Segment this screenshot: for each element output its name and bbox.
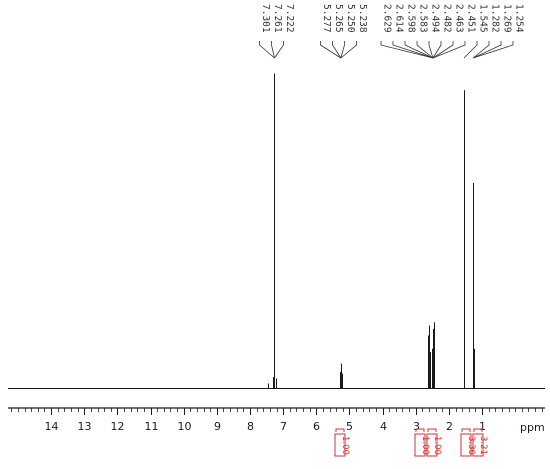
integral-bracket bbox=[473, 428, 483, 432]
spectrum-trace bbox=[8, 73, 545, 389]
integral-bracket bbox=[461, 428, 471, 432]
peak-label-connector bbox=[340, 41, 357, 59]
peak-label-connector bbox=[404, 41, 434, 59]
x-axis-unit-label: ppm bbox=[520, 421, 545, 434]
peak-label-connector bbox=[380, 41, 434, 59]
peak-label: 2.482 bbox=[442, 4, 453, 33]
peak-label: 1.269 bbox=[502, 4, 513, 33]
peak-label-connector bbox=[463, 41, 478, 59]
integral-markers: 1.00 1.00 1.00 3.36 3.21 bbox=[334, 428, 488, 457]
peak-label-connector bbox=[274, 41, 284, 59]
peak-label: 5.265 bbox=[333, 4, 344, 33]
x-axis-tick-label: 1 bbox=[479, 420, 486, 433]
peak-label: 5.277 bbox=[321, 4, 332, 33]
integral-value: 1.00 bbox=[420, 436, 430, 455]
x-axis-tick-label: 7 bbox=[280, 420, 287, 433]
x-axis-tick-label: 14 bbox=[45, 420, 59, 433]
x-axis-tick-label: 6 bbox=[313, 420, 320, 433]
peak-label-connector bbox=[320, 41, 342, 59]
peak-label: 2.598 bbox=[406, 4, 417, 33]
peak-label-connector bbox=[432, 41, 466, 59]
peak-label-connector bbox=[428, 41, 434, 59]
integral-bracket bbox=[335, 428, 345, 432]
peak-label-connector bbox=[472, 41, 490, 59]
integral-value-box bbox=[414, 433, 426, 457]
peak-label: 2.451 bbox=[466, 4, 477, 33]
peak-label-connector bbox=[332, 41, 342, 59]
peak-label-connector bbox=[259, 41, 275, 59]
x-axis-tick-label: 10 bbox=[178, 420, 192, 433]
x-axis-tick-label: 11 bbox=[145, 420, 159, 433]
x-axis-tick-label: 12 bbox=[111, 420, 125, 433]
integral-value-box bbox=[334, 433, 346, 457]
peak-label: 7.222 bbox=[284, 4, 295, 33]
peak-label-connector bbox=[392, 41, 434, 59]
peak-label: 2.583 bbox=[418, 4, 429, 33]
integral-value-box bbox=[426, 433, 438, 457]
peak-label-connector bbox=[271, 41, 275, 59]
peak-label-connector bbox=[432, 41, 442, 59]
peak-labels: 7.301 7.261 7.222 5.277 5.265 5.250 5.238 2.629… bbox=[260, 4, 525, 33]
ppm-axis: 14 13 12 11 10 9 8 7 6 5 4 3 2 1 bbox=[8, 407, 545, 433]
peak-label: 2.494 bbox=[430, 4, 441, 33]
integral-bracket bbox=[415, 428, 425, 432]
peak-label-connector bbox=[340, 41, 345, 59]
integral-value-box bbox=[460, 433, 472, 457]
peak-label: 2.463 bbox=[454, 4, 465, 33]
peak-label: 5.250 bbox=[345, 4, 356, 33]
peak-label-connector bbox=[472, 41, 502, 59]
peak-label-connector bbox=[432, 41, 454, 59]
integral-value: 1.00 bbox=[340, 436, 350, 455]
integral-value-box bbox=[472, 433, 484, 457]
peak-label: 1.254 bbox=[514, 4, 525, 33]
peak-label-connector bbox=[472, 41, 514, 59]
x-axis-tick-label: 3 bbox=[413, 420, 420, 433]
integral-value: 3.36 bbox=[466, 436, 476, 455]
peak-label: 1.282 bbox=[490, 4, 501, 33]
x-axis-tick-label: 4 bbox=[380, 420, 387, 433]
peak-label: 1.545 bbox=[478, 4, 489, 33]
x-axis-tick-label: 5 bbox=[346, 420, 353, 433]
x-axis-tick-label: 8 bbox=[247, 420, 254, 433]
x-axis-tick-label: 9 bbox=[214, 420, 221, 433]
peak-label-connector bbox=[416, 41, 434, 59]
integral-value: 3.21 bbox=[478, 436, 488, 455]
peak-label: 7.261 bbox=[272, 4, 283, 33]
integral-bracket bbox=[427, 428, 437, 432]
x-axis-tick-label: 13 bbox=[78, 420, 92, 433]
peak-label: 2.629 bbox=[382, 4, 393, 33]
integral-value: 1.00 bbox=[432, 436, 442, 455]
peak-label: 5.238 bbox=[357, 4, 368, 33]
peak-label: 2.614 bbox=[394, 4, 405, 33]
x-axis-tick-label: 2 bbox=[446, 420, 453, 433]
peak-label: 7.301 bbox=[260, 4, 271, 33]
peak-label-connectors bbox=[259, 41, 514, 59]
